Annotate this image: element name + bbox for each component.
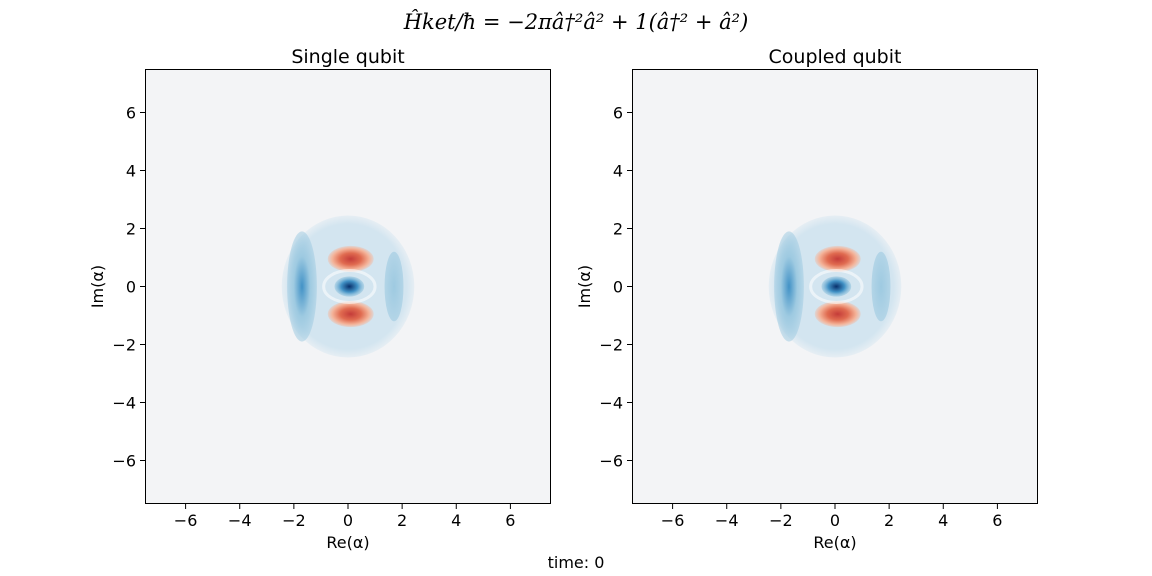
x-tick-label: −6	[661, 511, 685, 530]
y-tick-label: −2	[599, 336, 623, 355]
feature-lobe-top	[327, 245, 374, 272]
x-tick-label: 2	[884, 511, 894, 530]
y-tick-label: −4	[112, 394, 136, 413]
feature-crescent-right	[871, 251, 891, 322]
x-tick-label: 6	[992, 511, 1002, 530]
x-tick-label: 2	[397, 511, 407, 530]
feature-lobe-bottom	[327, 301, 374, 328]
feature-lobe-top	[814, 245, 861, 272]
y-axis-label: Im(α)	[575, 265, 594, 308]
feature-core	[821, 276, 852, 297]
y-tick-label: 2	[613, 220, 623, 239]
y-tick-label: −4	[599, 394, 623, 413]
figure-suptitle: Ĥket/ħ = −2πâ†²â² + 1(â†² + â²)	[403, 10, 749, 34]
y-tick-label: 0	[613, 278, 623, 297]
axes-frame	[145, 69, 551, 504]
time-label: time: 0	[547, 553, 605, 572]
panel-2: −6 −4 −2 0 2 4 6 −6 −4 −2 0 2 4 6 Coupled qubit Re(α) Im…	[575, 46, 1038, 552]
feature-core	[334, 276, 365, 297]
x-tick-label: 4	[938, 511, 948, 530]
x-tick-label: −6	[174, 511, 198, 530]
axes-frame	[632, 69, 1038, 504]
feature-crescent-left	[774, 231, 804, 342]
panel-title: Single qubit	[291, 46, 404, 68]
x-tick-label: −2	[769, 511, 793, 530]
x-tick-label: −4	[228, 511, 252, 530]
y-tick-label: 6	[126, 104, 136, 123]
panel-title: Coupled qubit	[769, 46, 902, 68]
feature-lobe-bottom	[814, 301, 861, 328]
x-tick-label: −2	[282, 511, 306, 530]
x-axis-label: Re(α)	[326, 533, 369, 552]
wigner-map	[768, 215, 902, 358]
x-tick-label: 0	[830, 511, 840, 530]
x-axis-label: Re(α)	[813, 533, 856, 552]
panel-1: −6 −4 −2 0 2 4 6 −6 −4 −2 0 2 4 6 Single qubit Re(α) Im(…	[88, 46, 551, 552]
y-tick-label: 0	[126, 278, 136, 297]
y-tick-label: 6	[613, 104, 623, 123]
feature-crescent-left	[287, 231, 317, 342]
y-tick-label: −2	[112, 336, 136, 355]
contour-ring	[322, 269, 377, 304]
y-tick-label: −6	[112, 452, 136, 471]
wigner-map	[281, 215, 415, 358]
feature-crescent-right	[384, 251, 404, 322]
x-tick-label: 4	[451, 511, 461, 530]
x-tick-label: 6	[505, 511, 515, 530]
y-tick-label: 2	[126, 220, 136, 239]
x-tick-label: −4	[715, 511, 739, 530]
y-tick-label: 4	[126, 162, 136, 181]
y-axis-label: Im(α)	[88, 265, 107, 308]
y-tick-label: −6	[599, 452, 623, 471]
x-tick-label: 0	[343, 511, 353, 530]
y-tick-label: 4	[613, 162, 623, 181]
contour-ring	[809, 269, 864, 304]
